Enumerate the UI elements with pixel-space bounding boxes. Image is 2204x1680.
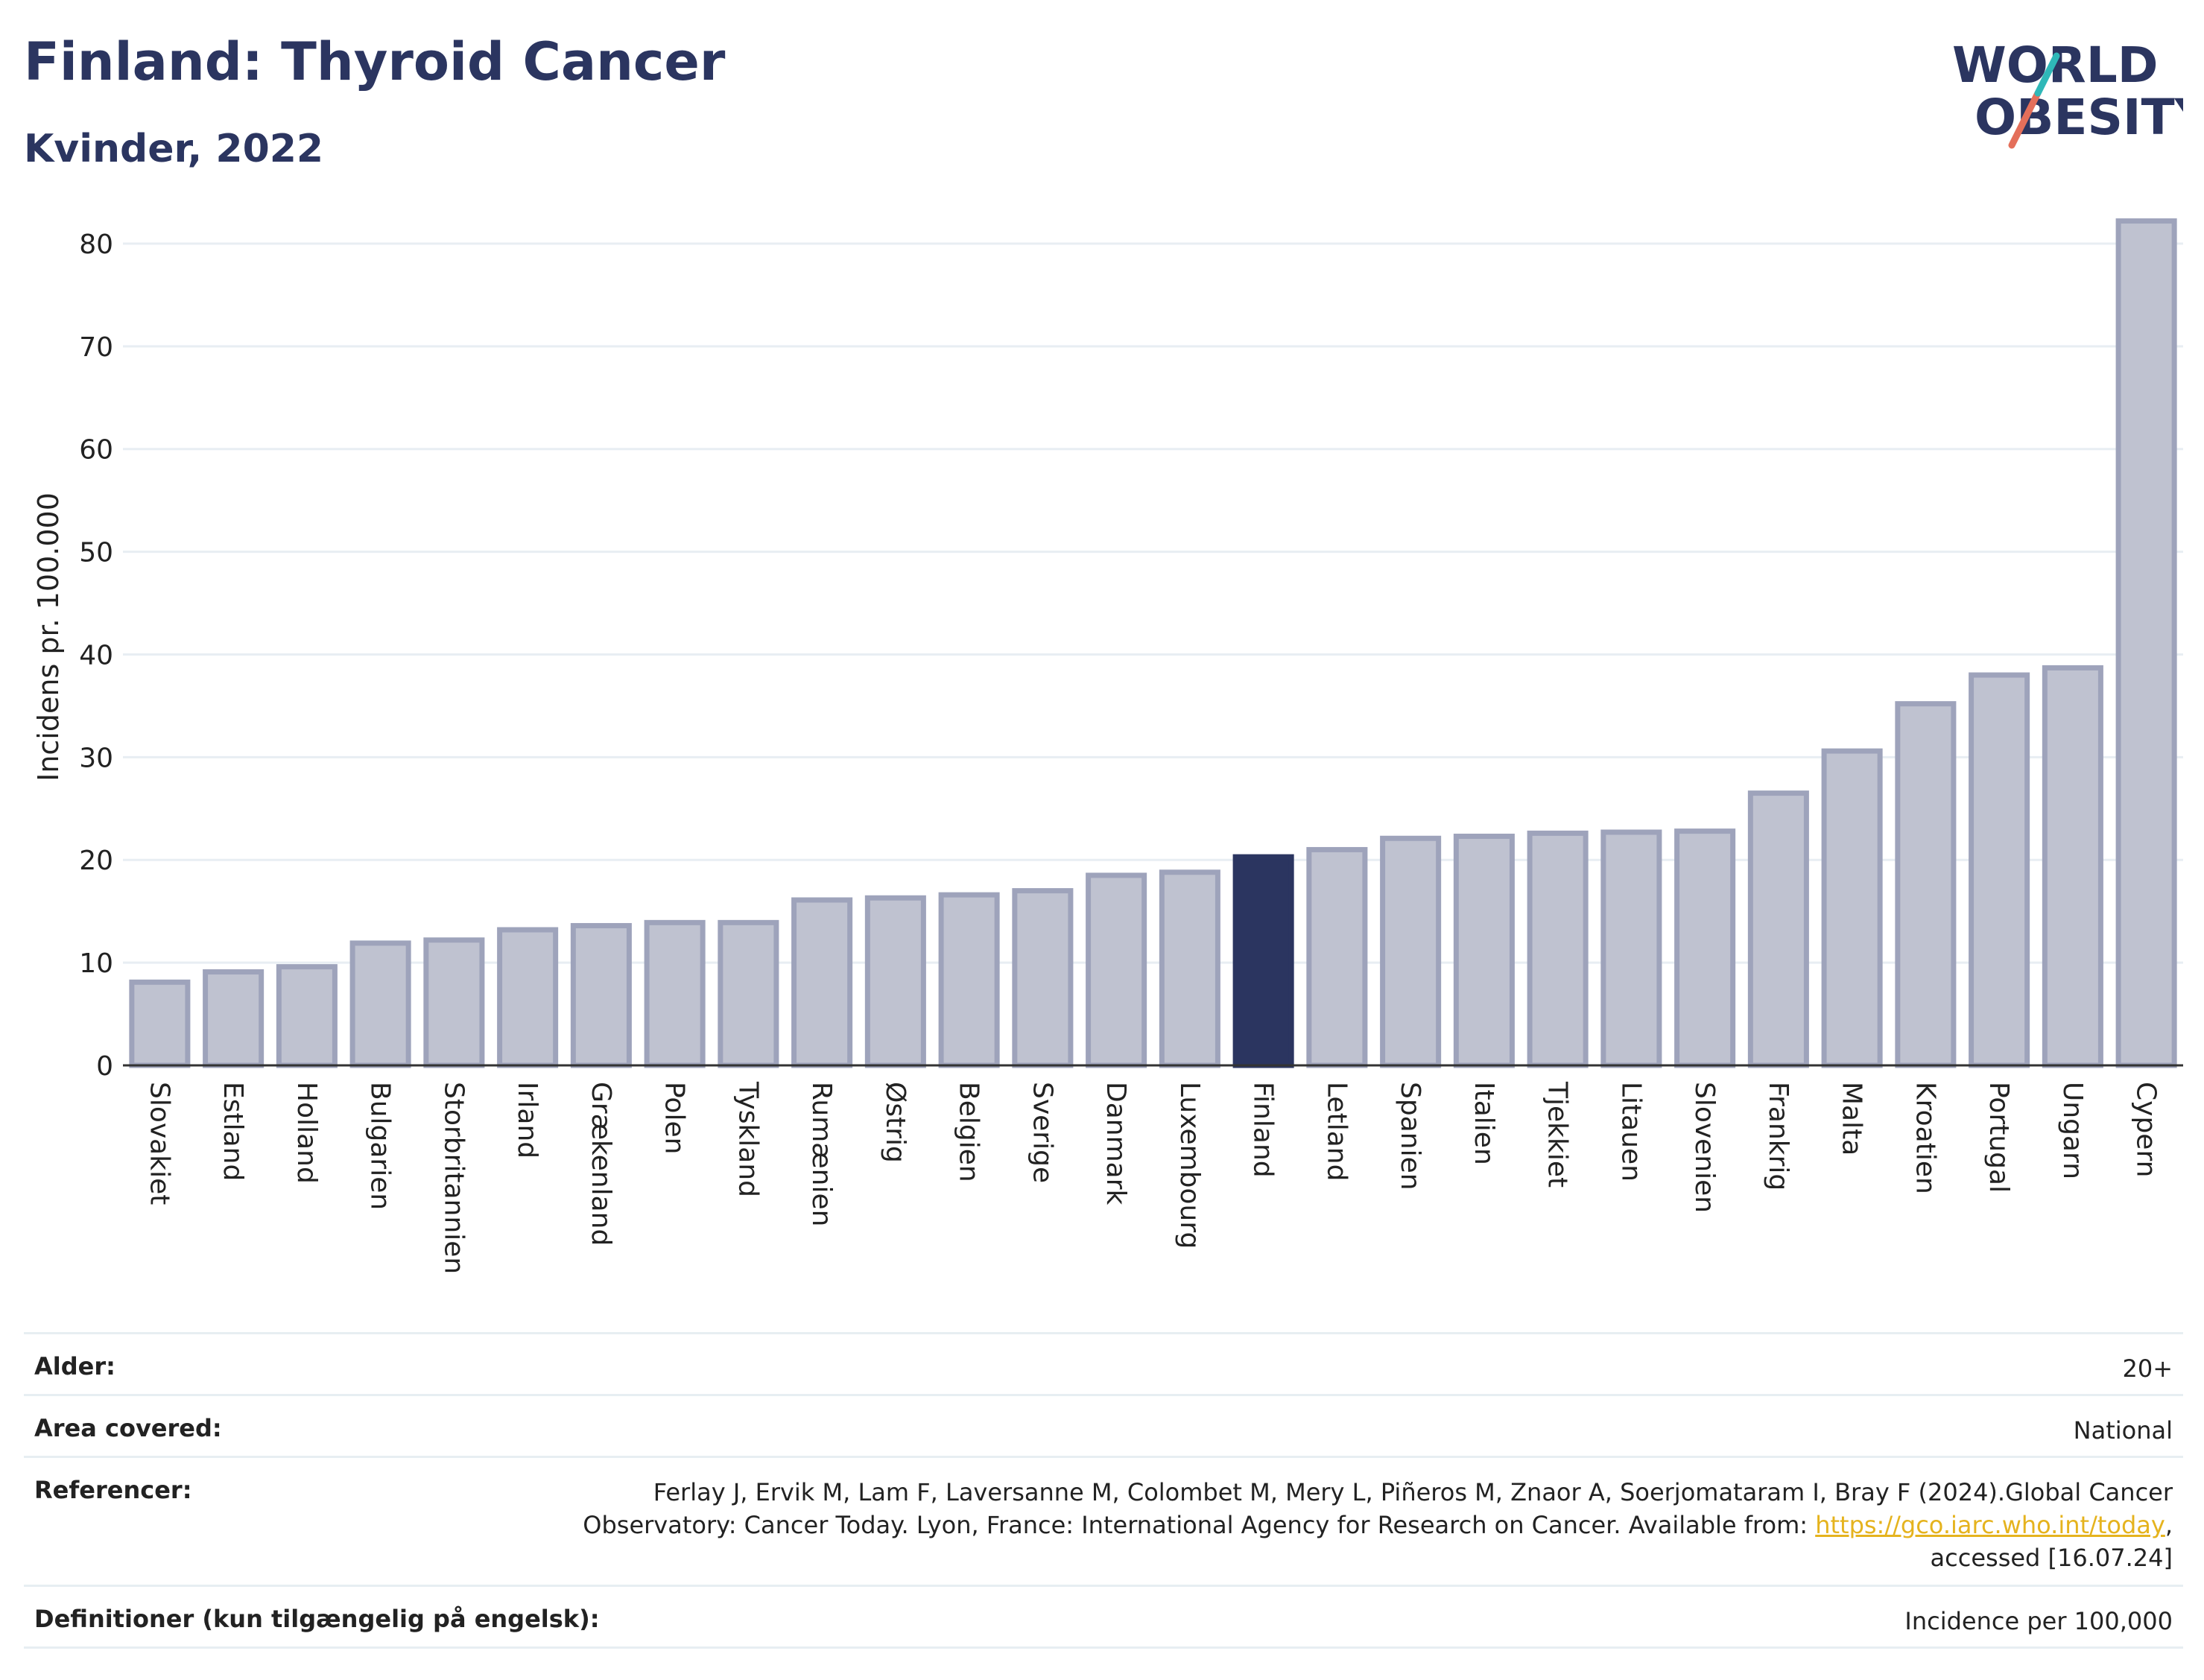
bar-rumænien — [791, 897, 853, 1068]
bar-luxembourg — [1159, 869, 1220, 1068]
x-tick-label: Cypern — [2131, 1082, 2162, 1177]
x-tick-label: Slovenien — [1689, 1082, 1720, 1213]
references-label: Referencer: — [34, 1476, 192, 1504]
bar-spanien — [1380, 835, 1442, 1068]
bar-litauen — [1600, 829, 1662, 1068]
x-tick-label: Luxembourg — [1174, 1082, 1205, 1249]
bar-letland — [1306, 846, 1368, 1068]
x-tick-label: Spanien — [1395, 1082, 1425, 1191]
x-tick-label: Finland — [1248, 1082, 1279, 1178]
logo-slash-red — [2008, 89, 2042, 149]
x-tick-label: Danmark — [1101, 1082, 1131, 1205]
y-tick-label: 30 — [79, 743, 113, 773]
bar-grækenland — [570, 922, 632, 1068]
age-value: 20+ — [2122, 1354, 2173, 1383]
meta-row-age: Alder: 20+ — [24, 1332, 2183, 1394]
x-tick-label: Letland — [1321, 1082, 1352, 1181]
x-tick-label: Tjekkiet — [1542, 1081, 1573, 1188]
x-tick-label: Estland — [218, 1082, 248, 1181]
x-tick-label: Frankrig — [1763, 1082, 1793, 1191]
x-tick-label: Østrig — [880, 1082, 911, 1163]
metadata-table: Alder: 20+ Area covered: National Refere… — [24, 1332, 2183, 1649]
logo-text-obesity: OBESITY — [1975, 89, 2183, 146]
bar-malta — [1821, 748, 1883, 1068]
references-line-2: Observatory: Cancer Today. Lyon, France:… — [583, 1511, 2173, 1539]
area-label: Area covered: — [34, 1414, 222, 1442]
y-tick-label: 0 — [96, 1051, 113, 1082]
x-tick-label: Sverige — [1027, 1082, 1057, 1183]
x-tick-label: Litauen — [1615, 1082, 1646, 1182]
page-subtitle: Kvinder, 2022 — [24, 127, 324, 171]
x-tick-label: Bulgarien — [365, 1082, 396, 1210]
y-axis-label: Incidens pr. 100.000 — [32, 492, 65, 782]
x-tick-label: Belgien — [954, 1082, 984, 1182]
y-tick-label: 50 — [79, 538, 113, 568]
bar-danmark — [1086, 872, 1147, 1068]
bar-finland — [1232, 854, 1294, 1068]
bar-tyskland — [718, 919, 779, 1068]
page-title: Finland: Thyroid Cancer — [24, 31, 726, 92]
x-tick-label: Malta — [1837, 1082, 1867, 1156]
meta-row-area: Area covered: National — [24, 1394, 2183, 1456]
y-tick-label: 10 — [79, 948, 113, 979]
bar-belgien — [938, 892, 1000, 1068]
references-line-2-text: Observatory: Cancer Today. Lyon, France:… — [583, 1511, 1808, 1539]
x-tick-label: Ungarn — [2057, 1082, 2088, 1179]
age-label: Alder: — [34, 1352, 115, 1381]
bar-frankrig — [1747, 790, 1809, 1068]
area-value: National — [2073, 1416, 2173, 1445]
x-tick-label: Tyskland — [732, 1081, 763, 1197]
definitions-value: Incidence per 100,000 — [1904, 1607, 2173, 1635]
x-tick-label: Irland — [512, 1082, 542, 1158]
x-tick-label: Kroatien — [1910, 1082, 1940, 1194]
bar-tjekkiet — [1527, 830, 1589, 1068]
x-tick-label: Rumænien — [806, 1082, 837, 1226]
x-tick-label: Portugal — [1983, 1082, 2014, 1193]
x-tick-label: Storbritannien — [438, 1082, 469, 1274]
y-tick-label: 70 — [79, 332, 113, 363]
bar-estland — [203, 969, 265, 1068]
world-obesity-logo: WORLD OBESITY — [1952, 37, 2183, 149]
x-tick-label: Polen — [659, 1082, 690, 1154]
bar-polen — [644, 919, 706, 1068]
bar-irland — [497, 927, 559, 1068]
bar-bulgarien — [349, 940, 411, 1068]
references-line-3: accessed [16.07.24] — [1930, 1544, 2173, 1572]
references-line-1: Ferlay J, Ervik M, Lam F, Laversanne M, … — [653, 1478, 2173, 1506]
references-link[interactable]: https://gco.iarc.who.int/today — [1815, 1511, 2165, 1539]
x-tick-label: Italien — [1469, 1082, 1499, 1165]
meta-row-references: Referencer: Ferlay J, Ervik M, Lam F, La… — [24, 1456, 2183, 1585]
x-tick-label: Grækenland — [586, 1082, 616, 1246]
bar-kroatien — [1895, 701, 1957, 1068]
y-tick-label: 20 — [79, 846, 113, 876]
bar-portugal — [1969, 672, 2030, 1068]
x-tick-label: Holland — [291, 1082, 322, 1184]
meta-row-definitions: Definitioner (kun tilgængelig på engelsk… — [24, 1585, 2183, 1649]
references-value: Ferlay J, Ervik M, Lam F, Laversanne M, … — [583, 1458, 2183, 1585]
bar-østrig — [864, 895, 926, 1068]
y-tick-label: 60 — [79, 435, 113, 466]
bar-chart: 0 10 20 30 40 50 60 70 80 Slovakiet Estland Holland… — [32, 218, 2183, 1274]
x-tick-label: Slovakiet — [144, 1082, 174, 1205]
bar-slovakiet — [129, 979, 191, 1068]
bar-holland — [276, 964, 338, 1068]
bar-ungarn — [2042, 665, 2103, 1068]
bar-cypern — [2115, 218, 2177, 1068]
y-tick-label: 40 — [79, 640, 113, 671]
bar-sverige — [1012, 888, 1074, 1068]
logo-slash-teal — [2034, 52, 2060, 97]
definitions-label: Definitioner (kun tilgængelig på engelsk… — [34, 1605, 600, 1633]
y-tick-label: 80 — [79, 229, 113, 260]
bar-slovenien — [1674, 828, 1736, 1068]
bar-storbritannien — [423, 937, 485, 1068]
bar-italien — [1453, 834, 1515, 1068]
